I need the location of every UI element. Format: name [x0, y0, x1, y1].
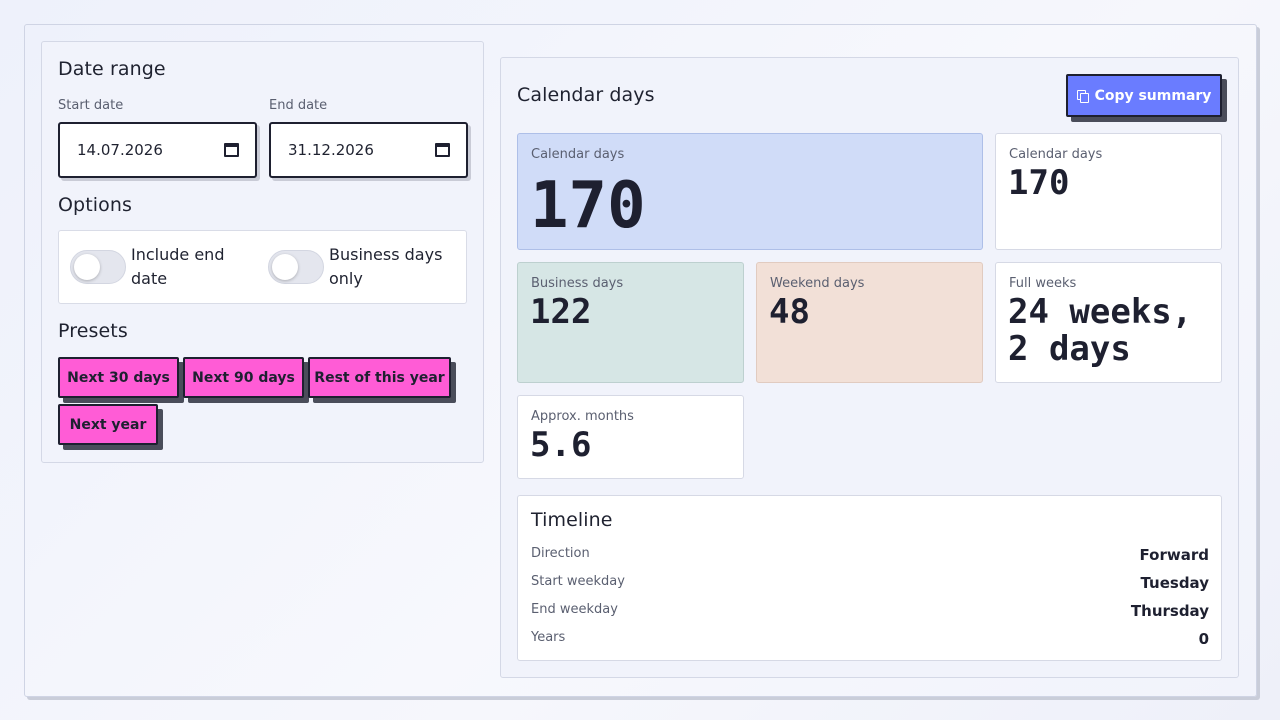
timeline-card: Timeline Direction Forward Start weekday… — [517, 495, 1222, 661]
business-days-only-toggle[interactable] — [268, 250, 324, 284]
timeline-row-years: Years 0 — [531, 630, 1209, 650]
preset-next-30-days-button[interactable]: Next 30 days — [58, 357, 179, 398]
results-title: Calendar days — [517, 84, 655, 106]
timeline-key: Years — [531, 630, 566, 645]
approx-months-card: Approx. months 5.6 — [517, 395, 744, 479]
card-value: 170 — [1008, 163, 1070, 203]
toggle-knob — [74, 254, 100, 280]
card-value: 24 weeks, 2 days — [1008, 292, 1193, 369]
timeline-key: End weekday — [531, 602, 618, 617]
timeline-title: Timeline — [531, 509, 613, 531]
timeline-row-end-weekday: End weekday Thursday — [531, 602, 1209, 622]
business-days-card: Business days 122 — [517, 262, 744, 383]
options-box — [58, 230, 467, 304]
preset-next-90-days-button[interactable]: Next 90 days — [183, 357, 304, 398]
business-days-only-label: Business days only — [329, 245, 443, 288]
hero-calendar-days-card: Calendar days 170 — [517, 133, 983, 250]
calendar-icon[interactable] — [435, 143, 450, 157]
toggle-knob — [272, 254, 298, 280]
card-value: 48 — [769, 292, 810, 332]
card-value: 122 — [530, 292, 592, 332]
copy-summary-label: Copy summary — [1094, 87, 1212, 104]
card-label: Weekend days — [770, 276, 865, 291]
timeline-row-direction: Direction Forward — [531, 546, 1209, 566]
timeline-value: Forward — [1139, 546, 1209, 564]
start-date-value: 14.07.2026 — [77, 141, 163, 159]
end-date-label: End date — [269, 98, 328, 113]
card-label: Calendar days — [1009, 147, 1103, 162]
end-date-input[interactable]: 31.12.2026 — [269, 122, 468, 178]
timeline-value: 0 — [1198, 630, 1209, 648]
end-date-value: 31.12.2026 — [288, 141, 374, 159]
card-value: 170 — [530, 169, 646, 243]
card-label: Calendar days — [531, 147, 625, 162]
preset-next-year-button[interactable]: Next year — [58, 404, 158, 445]
presets-title: Presets — [58, 320, 128, 342]
timeline-key: Direction — [531, 546, 590, 561]
copy-icon — [1076, 90, 1089, 103]
timeline-value: Tuesday — [1140, 574, 1209, 592]
calendar-icon[interactable] — [224, 143, 239, 157]
calendar-days-card: Calendar days 170 — [995, 133, 1222, 250]
include-end-date-label: Include end date — [131, 245, 225, 288]
card-label: Approx. months — [531, 409, 634, 424]
timeline-row-start-weekday: Start weekday Tuesday — [531, 574, 1209, 594]
copy-summary-button[interactable]: Copy summary — [1066, 74, 1222, 117]
timeline-value: Thursday — [1130, 602, 1209, 620]
date-range-title: Date range — [58, 58, 166, 80]
start-date-label: Start date — [58, 98, 124, 113]
include-end-date-toggle[interactable] — [70, 250, 126, 284]
card-value: 5.6 — [530, 425, 592, 465]
full-weeks-card: Full weeks 24 weeks, 2 days — [995, 262, 1222, 383]
weekend-days-card: Weekend days 48 — [756, 262, 983, 383]
options-title: Options — [58, 194, 133, 216]
timeline-key: Start weekday — [531, 574, 625, 589]
card-label: Business days — [531, 276, 624, 291]
preset-rest-of-year-button[interactable]: Rest of this year — [308, 357, 451, 398]
card-label: Full weeks — [1009, 276, 1077, 291]
start-date-input[interactable]: 14.07.2026 — [58, 122, 257, 178]
